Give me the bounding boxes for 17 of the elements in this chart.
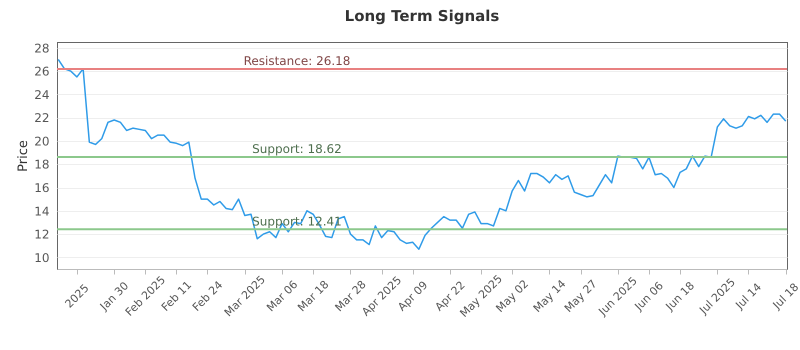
chart-title: Long Term Signals bbox=[344, 6, 500, 25]
y-tick-label: 14 bbox=[34, 204, 50, 218]
y-tick-label: 12 bbox=[34, 228, 50, 242]
x-tick-label: Jul 18 bbox=[770, 280, 800, 312]
y-tick-label: 26 bbox=[34, 64, 50, 79]
y-tick-label: 16 bbox=[34, 181, 50, 196]
y-tick-label: 28 bbox=[34, 41, 50, 56]
y-tick-label: 20 bbox=[34, 134, 50, 148]
x-tick-label: Jun 18 bbox=[662, 279, 698, 314]
y-tick-label: 24 bbox=[34, 88, 50, 102]
y-axis-title: Price bbox=[16, 140, 32, 172]
x-tick-label: Feb 24 bbox=[190, 278, 226, 314]
ref-line-label: Resistance: 26.18 bbox=[244, 54, 350, 68]
y-tick-label: 22 bbox=[34, 111, 50, 126]
y-tick-label: 10 bbox=[34, 250, 50, 265]
y-tick-label: 18 bbox=[34, 158, 50, 172]
ref-line-label: Support: 18.62 bbox=[252, 142, 342, 156]
